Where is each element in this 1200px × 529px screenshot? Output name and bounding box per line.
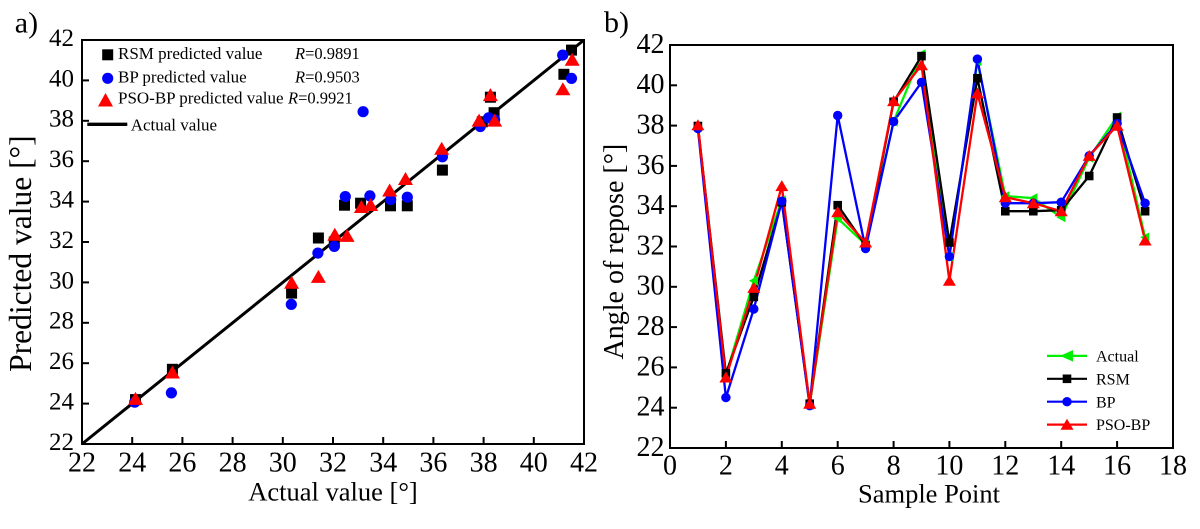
- svg-text:30: 30: [637, 271, 665, 302]
- svg-text:36: 36: [49, 146, 74, 173]
- svg-text:24: 24: [49, 389, 75, 416]
- svg-text:Actual: Actual: [1096, 349, 1139, 366]
- svg-text:40: 40: [49, 65, 74, 92]
- svg-text:8: 8: [887, 451, 901, 482]
- svg-text:28: 28: [637, 311, 665, 342]
- svg-text:24: 24: [118, 447, 146, 478]
- svg-text:R=0.9921: R=0.9921: [287, 89, 353, 108]
- svg-text:40: 40: [520, 447, 548, 478]
- svg-text:RSM: RSM: [1096, 371, 1130, 388]
- svg-text:32: 32: [49, 227, 74, 254]
- svg-text:22: 22: [49, 429, 74, 456]
- svg-text:42: 42: [637, 29, 665, 60]
- svg-text:2: 2: [719, 451, 733, 482]
- svg-text:28: 28: [49, 308, 74, 335]
- svg-text:PSO-BP predicted value: PSO-BP predicted value: [118, 89, 284, 108]
- svg-text:Angle of repose [°]: Angle of repose [°]: [599, 144, 630, 360]
- svg-text:18: 18: [1159, 451, 1187, 482]
- svg-text:Actual value: Actual value: [131, 116, 217, 135]
- svg-text:32: 32: [637, 230, 665, 261]
- svg-text:12: 12: [991, 451, 1019, 482]
- svg-text:36: 36: [637, 150, 665, 181]
- svg-text:26: 26: [49, 348, 74, 375]
- svg-text:Actual value [°]: Actual value [°]: [248, 477, 418, 507]
- svg-text:40: 40: [637, 69, 665, 100]
- svg-text:6: 6: [831, 451, 845, 482]
- svg-text:42: 42: [570, 447, 598, 478]
- svg-text:28: 28: [219, 447, 247, 478]
- svg-text:4: 4: [775, 451, 789, 482]
- svg-text:34: 34: [49, 187, 75, 214]
- svg-text:Sample Point: Sample Point: [858, 479, 1001, 509]
- svg-text:22: 22: [637, 432, 665, 463]
- svg-text:RSM predicted value: RSM predicted value: [118, 44, 262, 63]
- svg-text:BP: BP: [1096, 394, 1116, 411]
- svg-text:38: 38: [49, 106, 74, 133]
- svg-text:24: 24: [637, 392, 665, 423]
- svg-text:R=0.9891: R=0.9891: [294, 44, 360, 63]
- svg-text:PSO-BP: PSO-BP: [1096, 417, 1150, 434]
- svg-text:R=0.9503: R=0.9503: [294, 68, 360, 87]
- svg-text:14: 14: [1047, 451, 1075, 482]
- svg-text:b): b): [604, 6, 629, 39]
- svg-text:38: 38: [470, 447, 498, 478]
- svg-text:26: 26: [637, 351, 665, 382]
- svg-text:42: 42: [49, 25, 74, 52]
- svg-text:38: 38: [637, 110, 665, 141]
- svg-text:10: 10: [935, 451, 963, 482]
- svg-text:16: 16: [1103, 451, 1131, 482]
- svg-text:30: 30: [269, 447, 297, 478]
- svg-text:22: 22: [68, 447, 96, 478]
- svg-text:34: 34: [369, 447, 397, 478]
- svg-text:BP predicted value: BP predicted value: [118, 68, 247, 87]
- svg-text:Predicted value [°]: Predicted value [°]: [3, 135, 38, 372]
- svg-text:0: 0: [663, 451, 677, 482]
- svg-text:32: 32: [319, 447, 347, 478]
- svg-text:34: 34: [637, 190, 665, 221]
- svg-text:26: 26: [168, 447, 196, 478]
- svg-text:a): a): [15, 6, 38, 39]
- svg-text:36: 36: [419, 447, 447, 478]
- svg-text:30: 30: [49, 267, 74, 294]
